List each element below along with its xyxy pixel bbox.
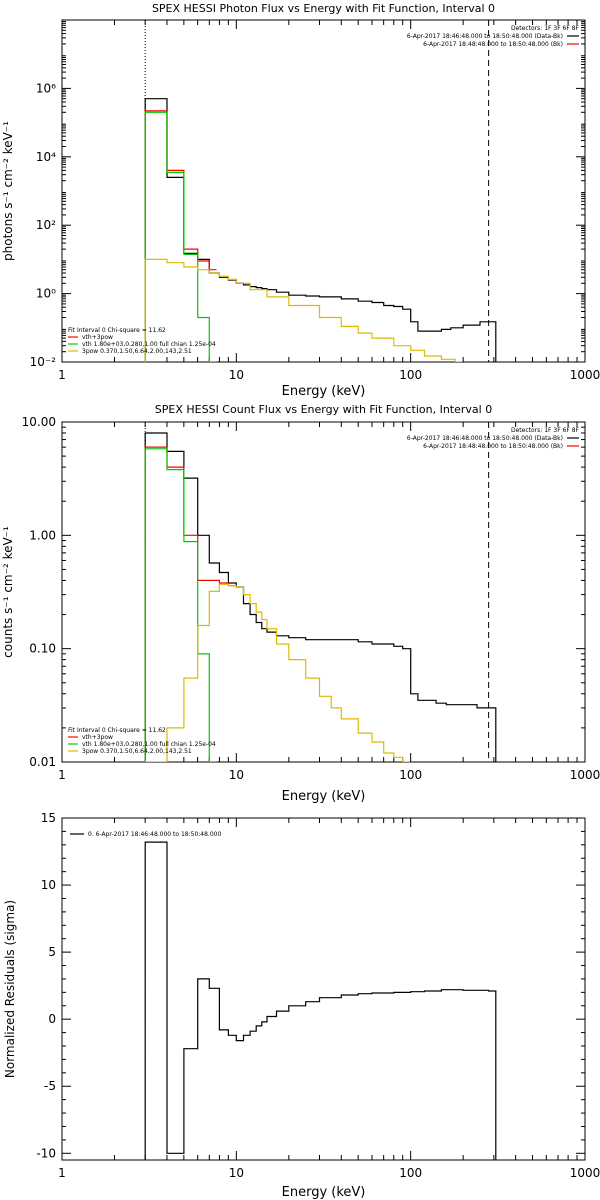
series-data-bk-line (144, 432, 497, 762)
y-tick-label: 10⁶ (36, 81, 56, 95)
legend-header: Detectors: 1F 3F 6F 8F (511, 427, 580, 434)
y-tick-label: 10.00 (22, 415, 56, 429)
chart-title: SPEX HESSI Photon Flux vs Energy with Fi… (152, 2, 495, 15)
x-axis-label: Energy (keV) (282, 384, 366, 399)
fit-info-line: vth 1.80e+03,0.280,1.00 full chian 1.25e… (82, 341, 216, 348)
plot-frame (61, 817, 586, 1161)
legend-header: Detectors: 1F 3F 6F 8F (511, 25, 580, 32)
y-axis-label: counts s⁻¹ cm⁻² keV⁻¹ (1, 526, 15, 658)
series-3pow-line (145, 583, 410, 762)
y-tick-label: -10 (36, 1146, 56, 1160)
x-tick-label: 1 (58, 1166, 66, 1180)
legend-entry: 6-Apr-2017 18:46:48.000 to 18:50:48.000 … (407, 435, 563, 442)
y-tick-label: 0.01 (29, 755, 56, 769)
legend-entry: 6-Apr-2017 18:46:48.000 to 18:50:48.000 … (407, 33, 563, 40)
y-tick-label: 15 (41, 811, 56, 825)
fit-info-line: vth 1.80e+03,0.280,1.00 full chian 1.25e… (82, 741, 216, 748)
x-tick-label: 100 (399, 768, 422, 782)
y-tick-label: 1.00 (29, 528, 56, 542)
y-tick-label: 5 (48, 945, 56, 959)
series-vth-line (144, 111, 217, 362)
chart-title: SPEX HESSI Count Flux vs Energy with Fit… (155, 403, 492, 416)
series-residuals-line (144, 841, 497, 1160)
y-tick-label: 10 (41, 878, 56, 892)
y-tick-label: -5 (44, 1079, 56, 1093)
x-tick-label: 100 (399, 1166, 422, 1180)
x-axis-label: Energy (keV) (282, 1185, 366, 1200)
y-tick-label: 0.10 (29, 642, 56, 656)
y-tick-label: 10⁴ (36, 150, 56, 164)
x-tick-label: 1 (58, 368, 66, 382)
y-axis-label: Normalized Residuals (sigma) (3, 900, 17, 1078)
legend-entry: 0. 6-Apr-2017 18:46:48.000 to 18:50:48.0… (88, 831, 221, 838)
y-tick-label: 10⁰ (36, 287, 56, 301)
series-vth-3pow-line (144, 110, 217, 362)
fit-info-header: Fit Interval 0 Chi-square = 11.62 (68, 327, 166, 334)
plot-frame (61, 421, 586, 763)
x-tick-label: 1000 (570, 368, 600, 382)
plot-frame (61, 19, 586, 363)
y-axis-label: photons s⁻¹ cm⁻² keV⁻¹ (1, 121, 15, 261)
y-tick-label: 10⁻² (30, 355, 57, 369)
fit-info-line: vth+3pow (82, 734, 113, 741)
x-tick-label: 100 (399, 368, 422, 382)
x-axis-label: Energy (keV) (282, 789, 366, 804)
series-vth-line (144, 448, 217, 762)
series-data-bk-line (144, 98, 497, 362)
series-vth-3pow-line (144, 446, 236, 762)
y-tick-label: 10² (36, 218, 56, 232)
x-tick-label: 10 (229, 368, 244, 382)
x-tick-label: 10 (229, 768, 244, 782)
x-tick-label: 10 (229, 1166, 244, 1180)
fit-info-header: Fit Interval 0 Chi-square = 11.62 (68, 727, 166, 734)
fit-info-line: 3pow 0.370,1.50,6.64,2.00,143,2.51 (82, 748, 192, 755)
fit-info-line: vth+3pow (82, 334, 113, 341)
fit-info-line: 3pow 0.370,1.50,6.64,2.00,143,2.51 (82, 348, 192, 355)
legend-entry: 6-Apr-2017 18:48:48.000 to 18:50:48.000 … (423, 443, 563, 450)
series-3pow-line (144, 258, 463, 362)
x-tick-label: 1 (58, 768, 66, 782)
x-tick-label: 1000 (570, 1166, 600, 1180)
x-tick-label: 1000 (570, 768, 600, 782)
legend-entry: 6-Apr-2017 18:48:48.000 to 18:50:48.000 … (423, 41, 563, 48)
y-tick-label: 0 (48, 1012, 56, 1026)
